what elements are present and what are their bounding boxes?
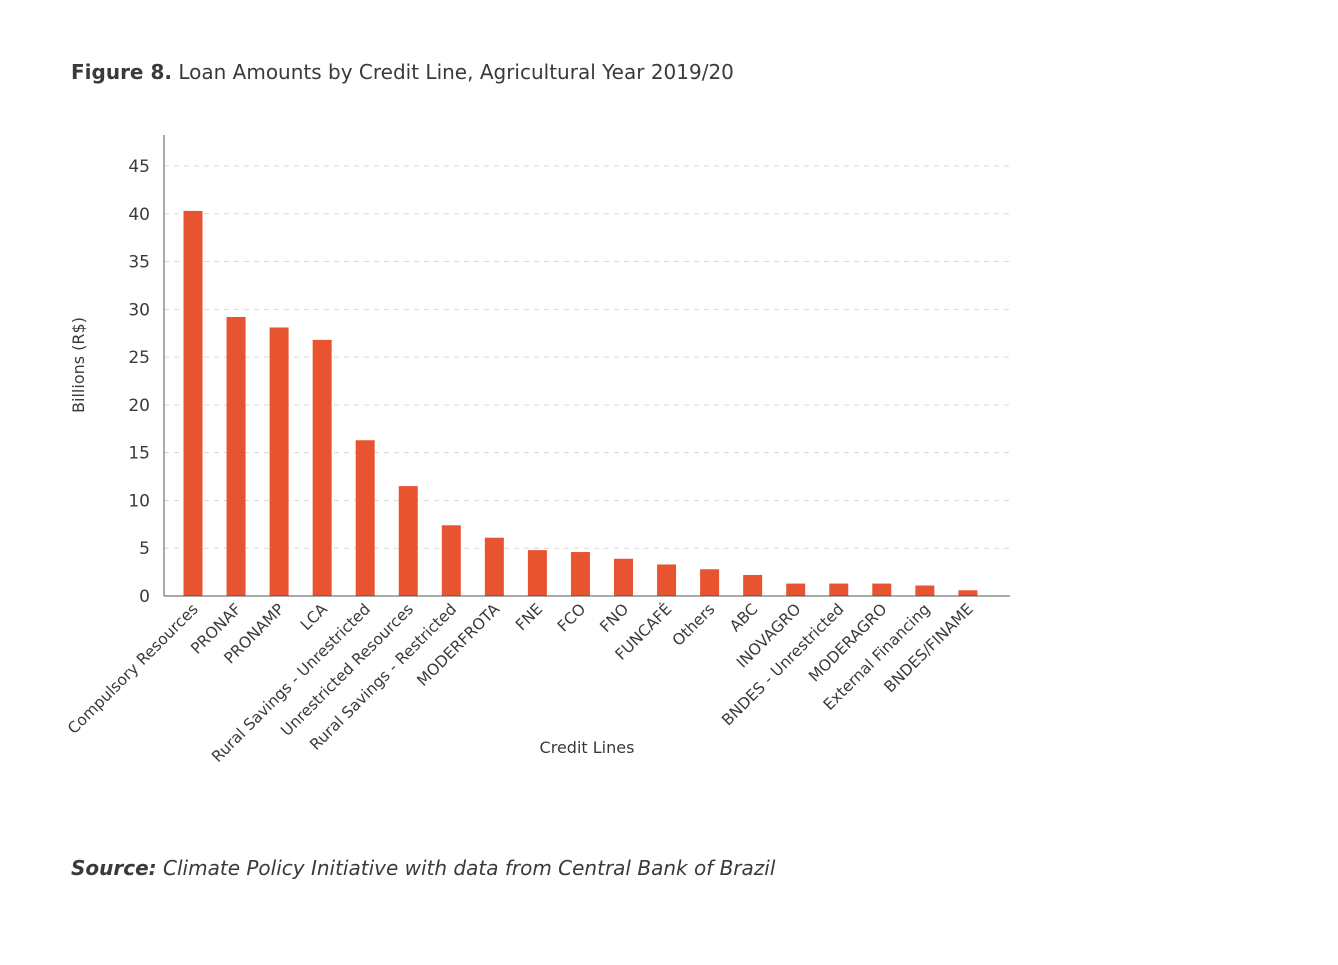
x-tick-label: FNO xyxy=(596,600,632,636)
y-tick-labels: 0 5 10 15 20 25 30 35 40 45 xyxy=(128,157,150,607)
x-tick-label: Others xyxy=(669,600,719,650)
y-tick-label: 45 xyxy=(128,157,150,177)
bar xyxy=(398,486,418,596)
bar xyxy=(355,440,375,596)
y-tick-label: 35 xyxy=(128,253,150,273)
bar xyxy=(915,585,935,596)
figure-title: Figure 8. Loan Amounts by Credit Line, A… xyxy=(71,60,734,84)
bars xyxy=(183,210,978,596)
bar xyxy=(958,590,978,596)
bar xyxy=(312,339,332,596)
x-tick-label: Compulsory Resources xyxy=(64,600,202,738)
source-lead: Source: xyxy=(71,856,157,880)
bar xyxy=(570,552,590,596)
bar xyxy=(527,550,547,596)
bar xyxy=(829,583,849,596)
source-text: Climate Policy Initiative with data from… xyxy=(156,856,776,880)
grid-lines xyxy=(164,165,1010,549)
y-tick-label: 0 xyxy=(139,587,150,607)
bar xyxy=(743,574,763,596)
x-tick-label: FNE xyxy=(512,600,546,634)
x-tick-label: Rural Savings - Unrestricted xyxy=(208,600,374,766)
bar xyxy=(269,327,289,596)
y-axis-title: Billions (R$) xyxy=(69,317,88,413)
y-tick-label: 10 xyxy=(128,491,150,511)
figure-title-lead: Figure 8. xyxy=(71,60,172,84)
x-tick-label: ABC xyxy=(726,600,761,635)
y-tick-label: 15 xyxy=(128,444,150,464)
bar xyxy=(657,564,677,596)
bar xyxy=(183,210,203,596)
y-tick-label: 25 xyxy=(128,348,150,368)
y-tick-label: 40 xyxy=(128,205,150,225)
bar xyxy=(441,525,461,596)
bar xyxy=(872,583,892,596)
x-tick-label: FCO xyxy=(554,600,589,635)
y-tick-label: 30 xyxy=(128,300,150,320)
bar xyxy=(484,537,504,596)
bar xyxy=(700,569,720,596)
y-tick-label: 20 xyxy=(128,396,150,416)
x-axis-title: Credit Lines xyxy=(540,738,635,757)
figure-title-text: Loan Amounts by Credit Line, Agricultura… xyxy=(171,60,734,84)
source-note: Source: Climate Policy Initiative with d… xyxy=(71,856,775,880)
bar xyxy=(614,558,633,596)
x-tick-label: LCA xyxy=(297,600,331,634)
y-tick-label: 5 xyxy=(139,539,150,559)
bar xyxy=(786,583,806,596)
bar xyxy=(226,316,246,596)
